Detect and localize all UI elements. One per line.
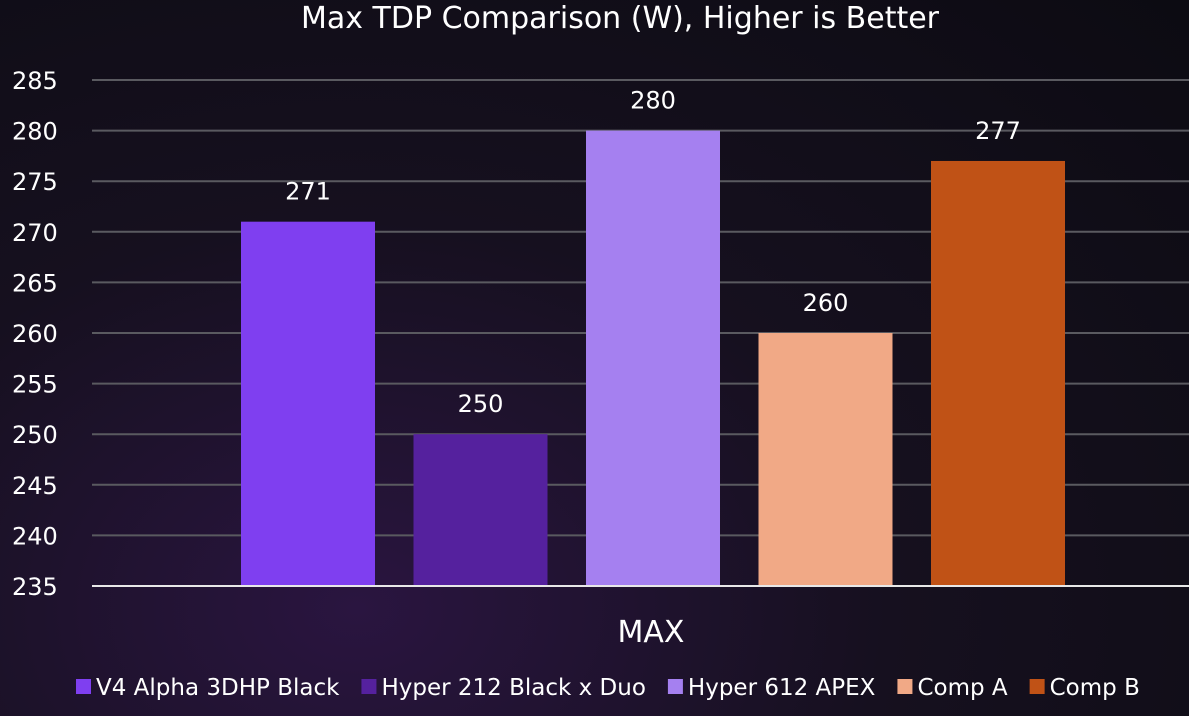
y-tick-label: 265	[12, 269, 58, 297]
legend-label: Hyper 212 Black x Duo	[381, 675, 645, 701]
legend-label: Comp A	[917, 675, 1007, 701]
bar	[241, 221, 375, 586]
y-tick-label: 270	[12, 219, 58, 247]
y-tick-label: 280	[12, 118, 58, 146]
category-label: MAX	[618, 615, 685, 650]
chart-title: Max TDP Comparison (W), Higher is Better	[301, 1, 940, 36]
y-tick-label: 250	[12, 421, 58, 449]
y-axis-ticks: 285 280 275 270 265 260 255 250 245 240 235	[12, 67, 58, 601]
legend-swatch	[361, 679, 377, 694]
legend-label: V4 Alpha 3DHP Black	[96, 675, 340, 701]
legend-label: Hyper 612 APEX	[688, 675, 876, 701]
data-label: 260	[803, 289, 849, 317]
data-label: 277	[975, 117, 1021, 145]
y-tick-label: 245	[12, 472, 58, 500]
legend-swatch	[76, 679, 91, 694]
bars	[241, 130, 1065, 586]
y-tick-label: 255	[12, 371, 58, 399]
y-tick-label: 275	[12, 168, 58, 196]
y-tick-label: 285	[12, 67, 58, 95]
data-label: 271	[285, 178, 331, 206]
bar	[931, 160, 1065, 586]
legend-swatch	[667, 679, 683, 694]
legend-swatch	[897, 679, 913, 694]
y-tick-label: 260	[12, 320, 58, 348]
data-label: 280	[630, 87, 676, 115]
y-tick-label: 240	[12, 522, 58, 550]
legend-swatch	[1029, 679, 1045, 694]
data-label: 250	[458, 390, 504, 418]
legend: V4 Alpha 3DHP Black Hyper 212 Black x Duo…	[76, 675, 1140, 701]
bar	[413, 434, 548, 586]
y-tick-label: 235	[12, 573, 58, 601]
bar	[586, 130, 720, 586]
value-labels: 271 250 280 260 277	[285, 87, 1021, 419]
legend-label: Comp B	[1050, 675, 1140, 701]
bar	[758, 333, 893, 586]
